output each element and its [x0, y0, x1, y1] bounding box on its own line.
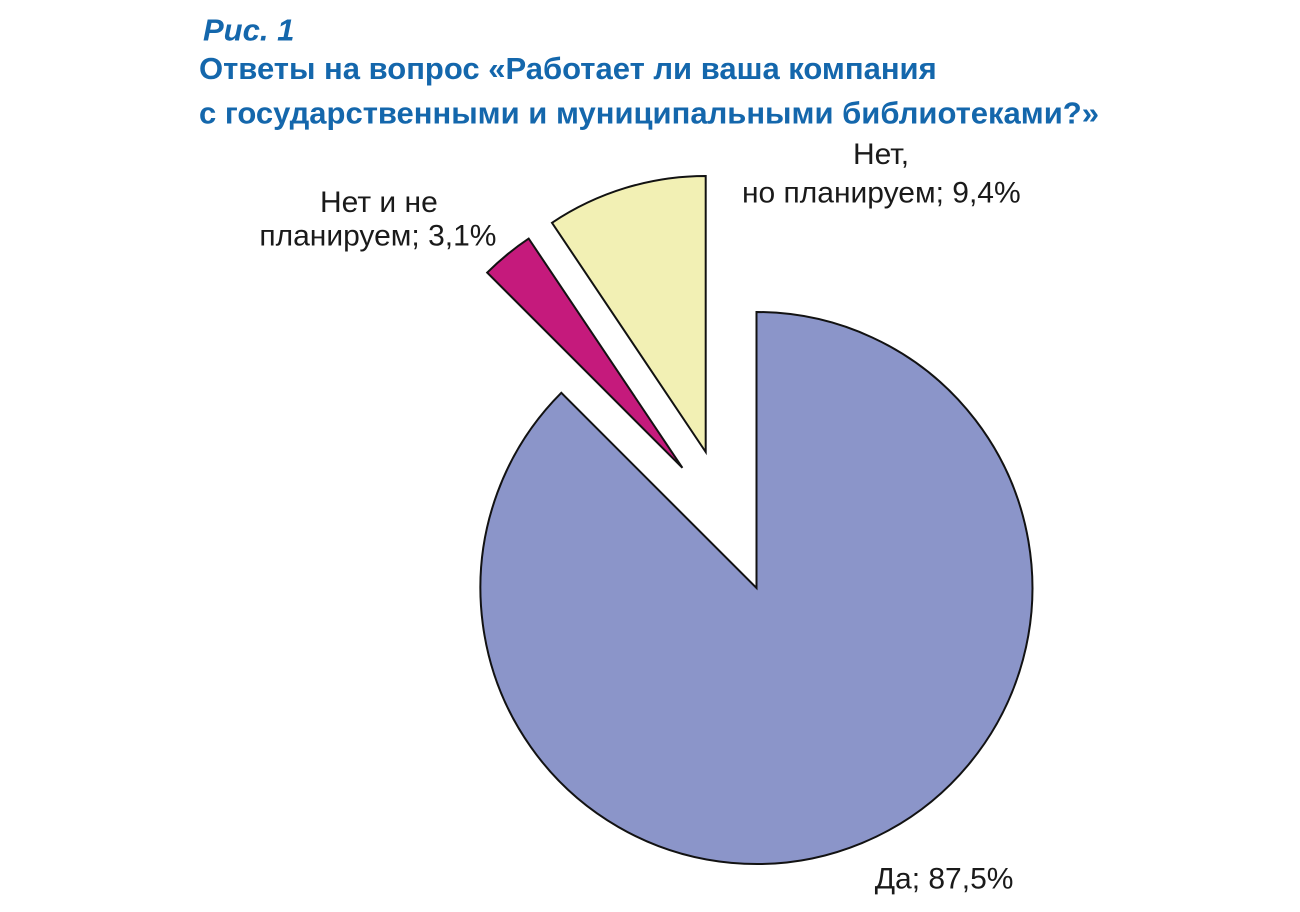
- svg-text:планируем; 3,1%: планируем; 3,1%: [259, 219, 496, 252]
- svg-text:Нет и не: Нет и не: [320, 186, 438, 219]
- svg-text:Да; 87,5%: Да; 87,5%: [875, 863, 1014, 896]
- svg-text:Ответы на вопрос «Работает ли: Ответы на вопрос «Работает ли ваша компа…: [199, 51, 937, 86]
- svg-text:Нет,: Нет,: [853, 138, 909, 171]
- svg-text:с государственными и муниципал: с государственными и муниципальными библ…: [199, 96, 1099, 131]
- svg-text:Рис. 1: Рис. 1: [203, 13, 294, 48]
- svg-text:но планируем; 9,4%: но планируем; 9,4%: [742, 177, 1021, 210]
